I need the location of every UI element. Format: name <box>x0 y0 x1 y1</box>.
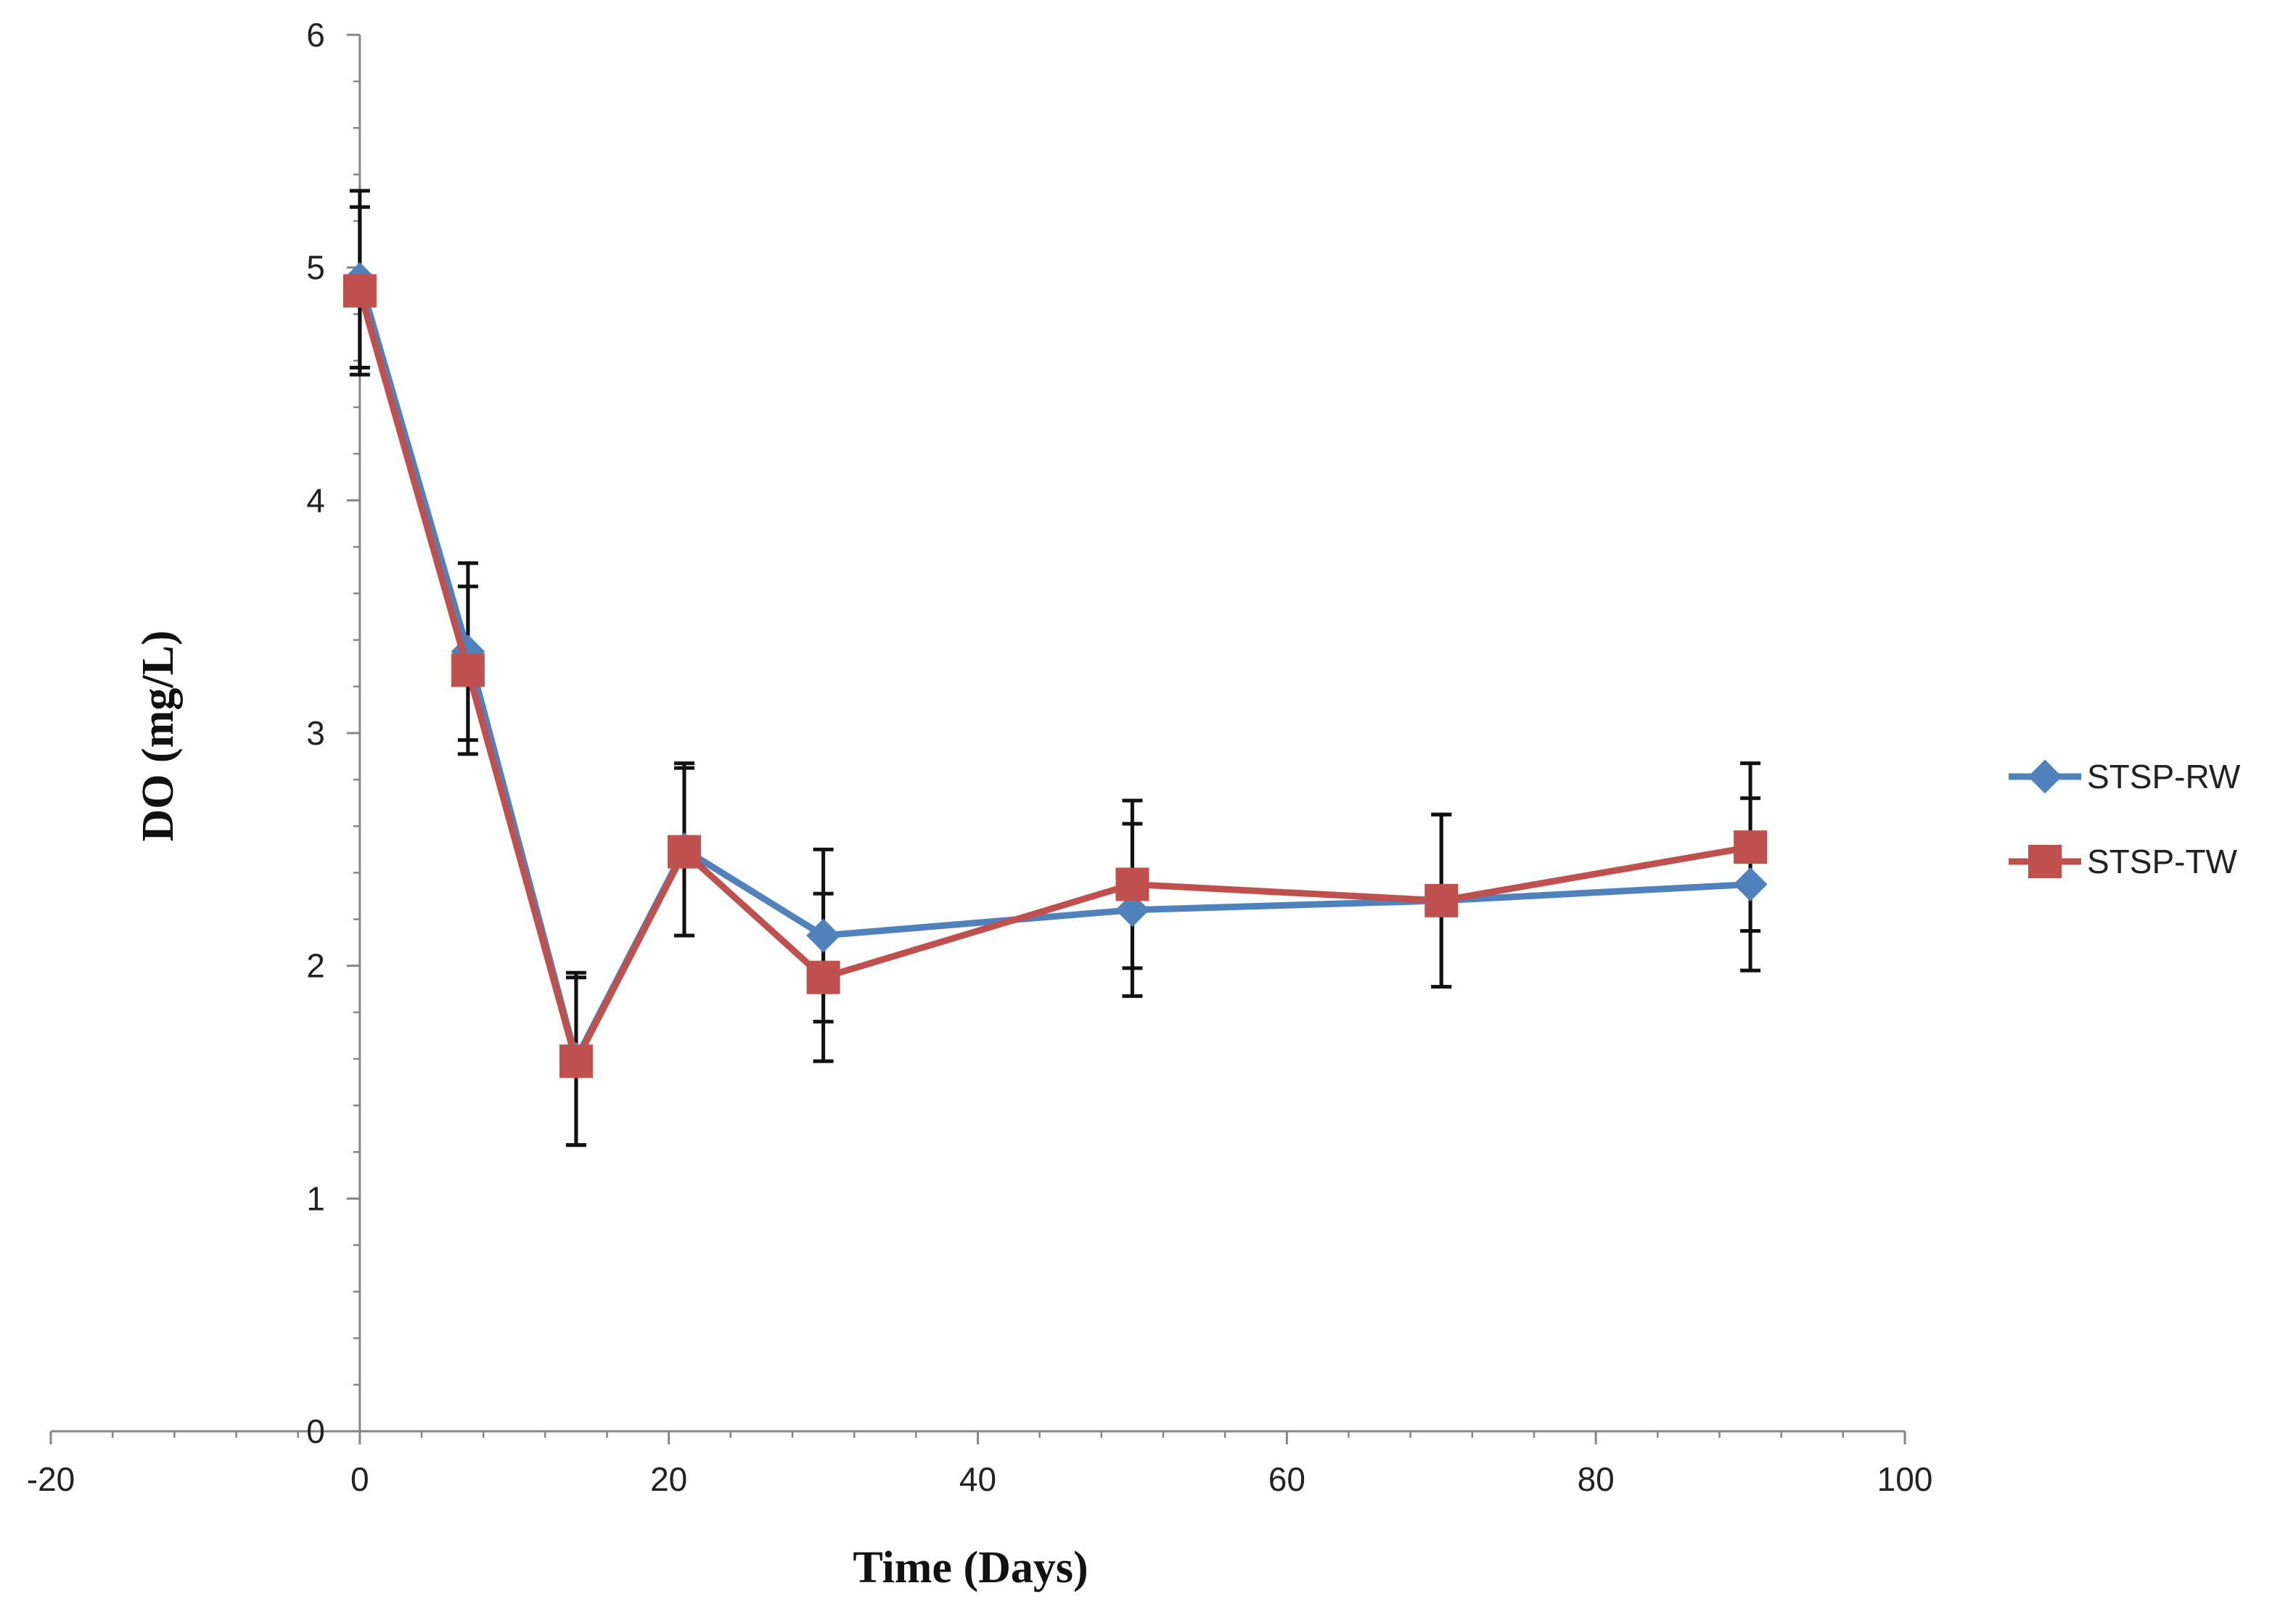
y-axis-title: DO (mg/L) <box>134 630 183 841</box>
x-tick-label: 80 <box>1578 1460 1615 1498</box>
data-point <box>1733 867 1768 901</box>
data-point <box>451 653 485 687</box>
legend-label: STSP-RW <box>2087 758 2241 795</box>
y-tick-label: 4 <box>306 481 325 519</box>
data-point <box>1115 893 1149 928</box>
series-stsp-tw <box>343 274 1768 1079</box>
data-point <box>1424 883 1459 917</box>
series-line <box>356 290 1751 1065</box>
y-tick-label: 2 <box>306 947 325 985</box>
y-tick-label: 3 <box>306 714 325 752</box>
x-tick-label: 20 <box>650 1460 687 1498</box>
x-tick-label: 60 <box>1268 1460 1305 1498</box>
data-point <box>559 1044 593 1079</box>
data-point <box>806 918 840 953</box>
series-line <box>356 278 1751 1063</box>
data-point <box>1115 867 1149 901</box>
legend-swatch-marker <box>2028 845 2062 878</box>
x-tick-label: 100 <box>1877 1460 1933 1498</box>
x-axis-title: Time (Days) <box>853 1543 1088 1592</box>
y-tick-label: 6 <box>306 16 325 54</box>
y-tick-label: 1 <box>306 1179 325 1217</box>
x-tick-label: 40 <box>959 1460 996 1498</box>
series-stsp-rw <box>343 262 1768 1076</box>
series <box>343 262 1768 1079</box>
y-tick-label: 5 <box>306 249 325 287</box>
legend-label: STSP-TW <box>2087 843 2238 880</box>
axes: -20 0 20 40 60 80 100 0 1 2 3 4 5 6 <box>27 16 1933 1498</box>
data-point <box>667 835 701 869</box>
legend-swatch-marker <box>2028 759 2062 794</box>
data-point <box>1734 830 1768 864</box>
x-tick-label: -20 <box>27 1460 75 1498</box>
data-point <box>343 274 377 308</box>
x-tick-label: 0 <box>350 1460 369 1498</box>
legend: STSP-RW STSP-TW <box>2009 758 2241 880</box>
y-tick-label: 0 <box>306 1412 325 1450</box>
data-point <box>806 960 840 994</box>
